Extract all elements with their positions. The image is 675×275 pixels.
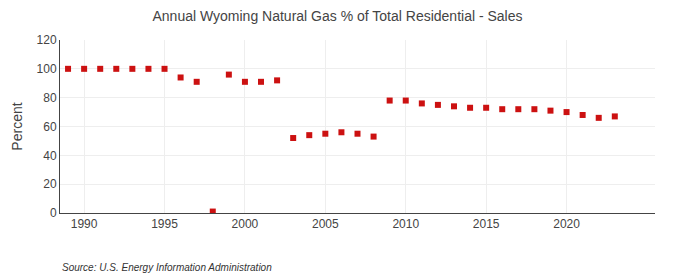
svg-text:Annual Wyoming Natural Gas % o: Annual Wyoming Natural Gas % of Total Re… [152,8,522,24]
svg-text:2005: 2005 [312,217,339,231]
svg-text:2015: 2015 [473,217,500,231]
svg-text:100: 100 [37,62,57,76]
svg-text:0: 0 [50,206,57,220]
svg-text:60: 60 [43,120,57,134]
svg-text:40: 40 [43,149,57,163]
svg-text:Source: U.S. Energy Informatio: Source: U.S. Energy Information Administ… [62,262,272,273]
svg-text:1995: 1995 [151,217,178,231]
svg-text:20: 20 [43,177,57,191]
svg-text:Percent: Percent [9,102,25,150]
svg-text:80: 80 [43,91,57,105]
svg-text:120: 120 [37,33,57,47]
svg-text:2020: 2020 [553,217,580,231]
svg-text:2000: 2000 [232,217,259,231]
svg-text:1990: 1990 [71,217,98,231]
svg-text:2010: 2010 [392,217,419,231]
